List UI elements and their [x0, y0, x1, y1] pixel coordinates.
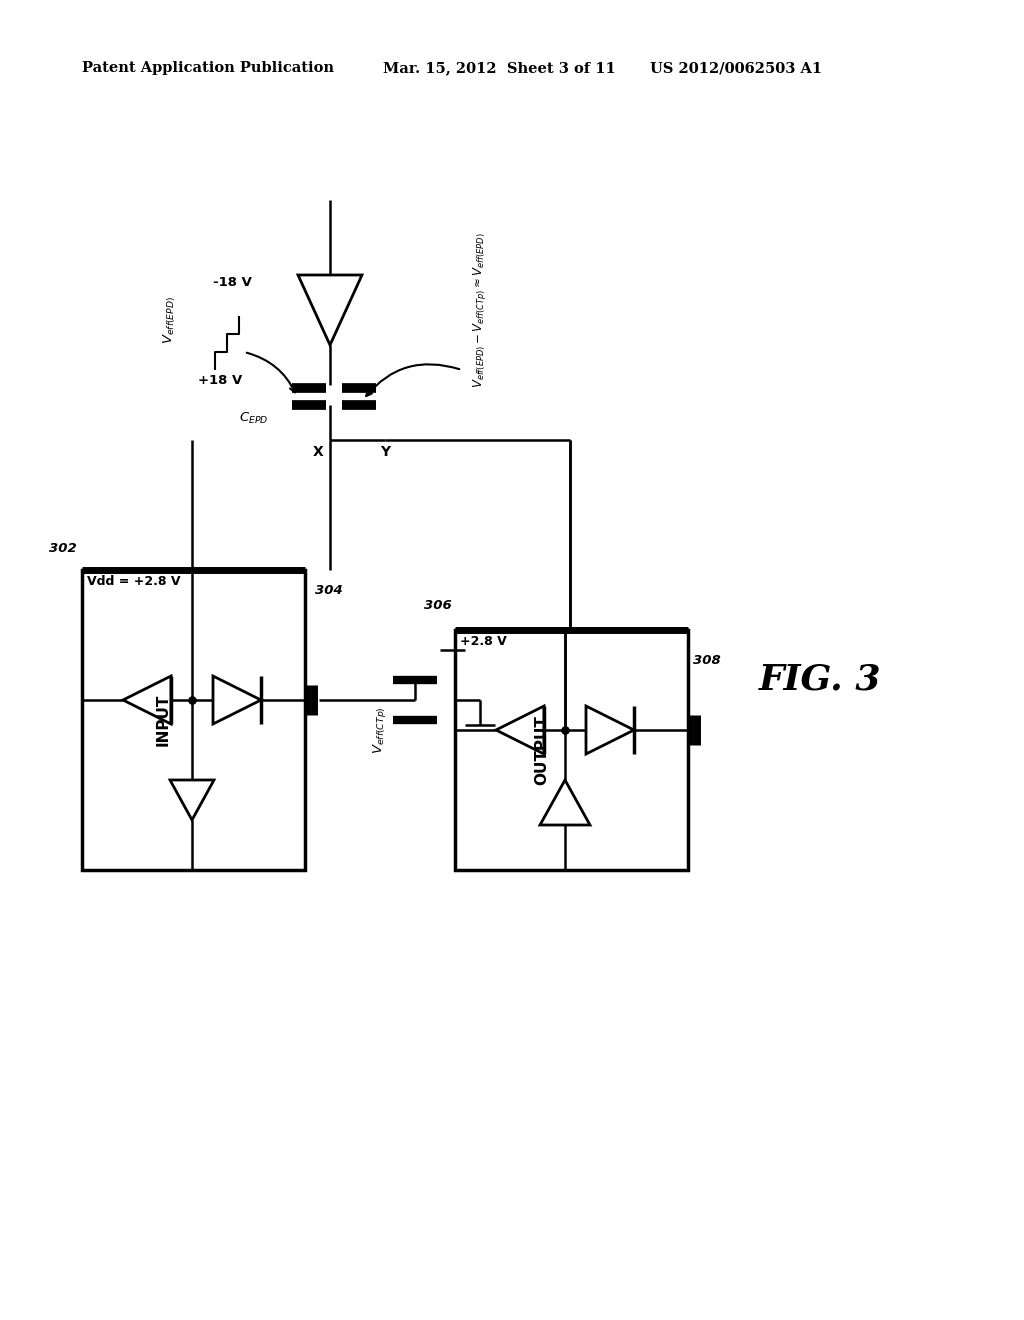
Text: 308: 308 — [693, 653, 721, 667]
Text: Mar. 15, 2012  Sheet 3 of 11: Mar. 15, 2012 Sheet 3 of 11 — [383, 61, 615, 75]
Text: -18 V: -18 V — [213, 276, 252, 289]
Text: +18 V: +18 V — [198, 374, 243, 387]
Text: X: X — [312, 445, 324, 459]
Bar — [455, 630, 688, 870]
Text: Patent Application Publication: Patent Application Publication — [82, 61, 334, 75]
Text: Vdd = +2.8 V: Vdd = +2.8 V — [87, 576, 180, 587]
Text: INPUT: INPUT — [156, 694, 171, 746]
Text: $V_{eff(EPD)}$: $V_{eff(EPD)}$ — [162, 296, 178, 345]
Text: +2.8 V: +2.8 V — [460, 635, 507, 648]
Text: 306: 306 — [424, 599, 452, 612]
Text: 304: 304 — [315, 583, 343, 597]
Text: Y: Y — [380, 445, 390, 459]
Text: FIG. 3: FIG. 3 — [759, 663, 882, 697]
Text: $V_{eff(EPD)} - V_{eff(CTp)} \approx V_{eff(EPD)}$: $V_{eff(EPD)} - V_{eff(CTp)} \approx V_{… — [471, 232, 488, 388]
Text: $C_{EPD}$: $C_{EPD}$ — [239, 411, 268, 425]
Text: US 2012/0062503 A1: US 2012/0062503 A1 — [650, 61, 822, 75]
Bar — [82, 570, 305, 870]
Text: OUTPUT: OUTPUT — [534, 715, 549, 785]
Text: 302: 302 — [49, 543, 77, 554]
Text: $V_{eff(CTp)}$: $V_{eff(CTp)}$ — [372, 706, 388, 754]
